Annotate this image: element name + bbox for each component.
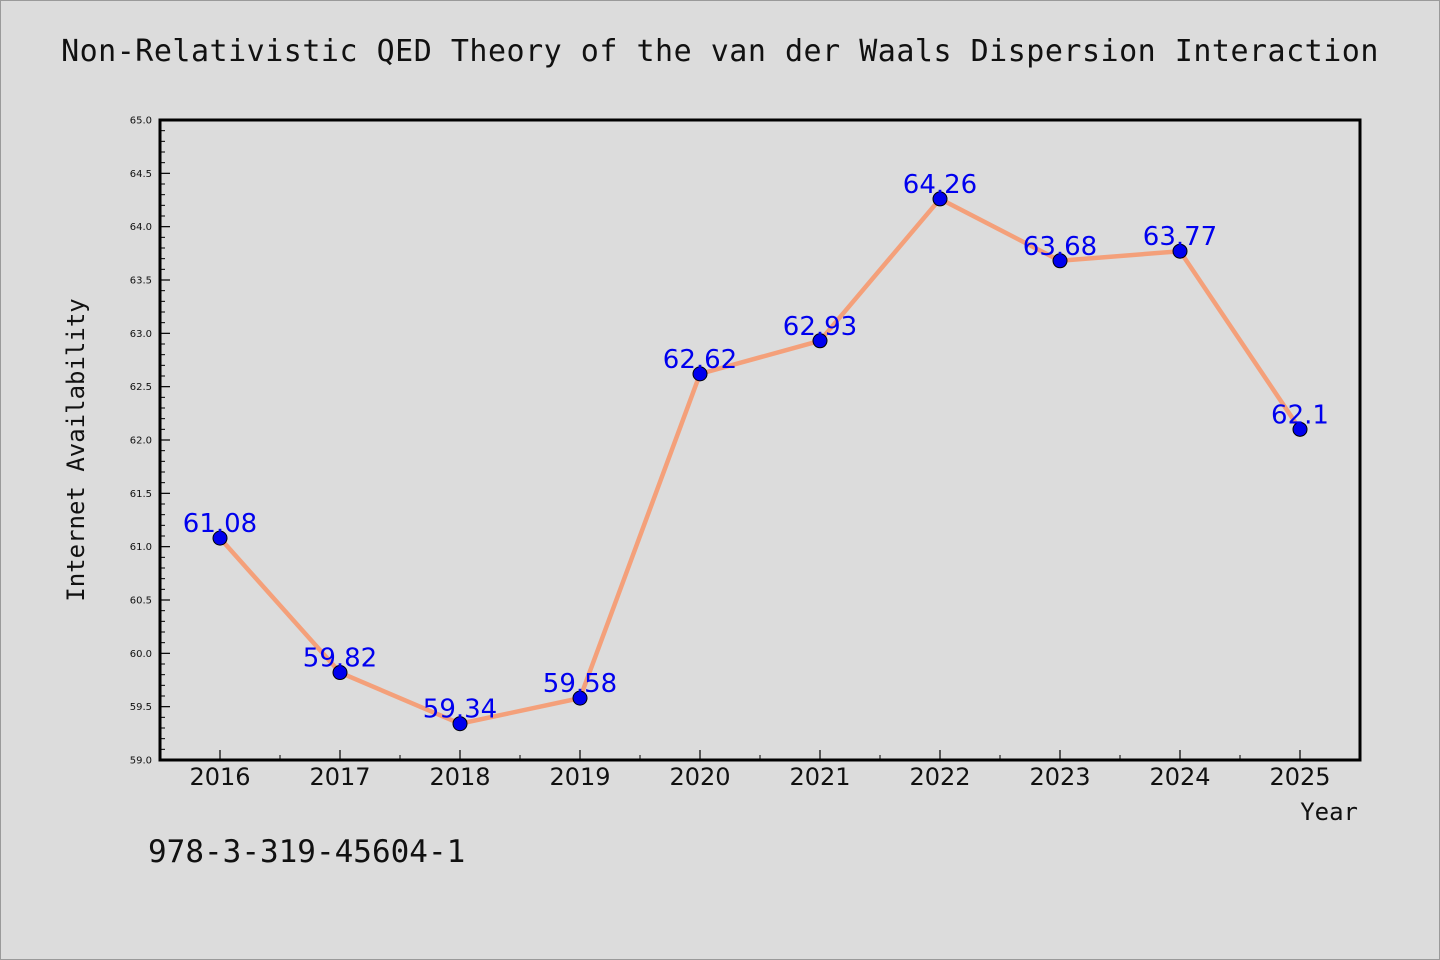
x-tick-label: 2019 — [549, 763, 610, 791]
x-tick-label: 2021 — [789, 763, 850, 791]
y-tick-label: 63.5 — [130, 276, 152, 287]
y-tick-label: 65.0 — [130, 116, 152, 127]
data-label: 59.82 — [303, 644, 377, 674]
data-label: 61.08 — [183, 509, 257, 539]
data-label: 59.34 — [423, 695, 497, 725]
x-axis-ticks: 2016 2017 2018 2019 2020 2021 2022 2023 2024 2025 — [189, 750, 1361, 791]
data-label: 63.77 — [1143, 222, 1217, 252]
y-tick-label: 62.0 — [130, 436, 152, 447]
x-tick-label: 2024 — [1149, 763, 1210, 791]
y-tick-label: 64.0 — [130, 222, 152, 233]
data-point-marker — [812, 333, 828, 349]
series-layer: 61.08 59.82 59.34 59.58 62.62 62.93 64.26 63.68… — [183, 170, 1329, 732]
y-axis-ticks: 59.0 59.5 60.0 60.5 61.0 61.5 62.0 62.5 63.0 63.5… — [130, 116, 170, 767]
data-point-marker — [1052, 253, 1068, 269]
data-point-marker — [572, 690, 588, 706]
plot-area-border — [158, 118, 1362, 762]
data-label: 62.62 — [663, 345, 737, 375]
y-tick-label: 61.0 — [130, 542, 152, 553]
x-tick-label: 2022 — [909, 763, 970, 791]
data-label: 62.1 — [1271, 400, 1329, 430]
x-tick-label: 2023 — [1029, 763, 1090, 791]
y-tick-label: 64.5 — [130, 169, 152, 180]
y-tick-label: 63.0 — [130, 329, 152, 340]
x-tick-label: 2025 — [1269, 763, 1330, 791]
data-label: 63.68 — [1023, 232, 1097, 262]
data-point-marker — [332, 665, 348, 681]
y-tick-label: 62.5 — [130, 382, 152, 393]
x-axis-label: Year — [1300, 798, 1358, 826]
data-point-marker — [1172, 243, 1188, 259]
data-point-marker — [692, 366, 708, 382]
data-point-marker — [452, 716, 468, 732]
data-point-marker — [932, 191, 948, 207]
data-point-marker — [212, 530, 228, 546]
y-tick-label: 60.0 — [130, 649, 152, 660]
isbn-label: 978-3-319-45604-1 — [148, 834, 466, 870]
x-tick-label: 2017 — [309, 763, 370, 791]
x-tick-label: 2018 — [429, 763, 490, 791]
data-label: 59.58 — [543, 669, 617, 699]
x-tick-label: 2020 — [669, 763, 730, 791]
data-label: 64.26 — [903, 170, 977, 200]
y-tick-label: 61.5 — [130, 489, 152, 500]
y-tick-label: 60.5 — [130, 596, 152, 607]
data-point-marker — [1292, 421, 1308, 437]
y-axis-label: Internet Availability — [62, 298, 90, 601]
data-label: 62.93 — [783, 312, 857, 342]
y-tick-label: 59.0 — [130, 756, 152, 767]
x-tick-label: 2016 — [189, 763, 250, 791]
y-tick-label: 59.5 — [130, 702, 152, 713]
chart-title: Non-Relativistic QED Theory of the van d… — [61, 34, 1379, 69]
series-line — [217, 196, 1303, 726]
